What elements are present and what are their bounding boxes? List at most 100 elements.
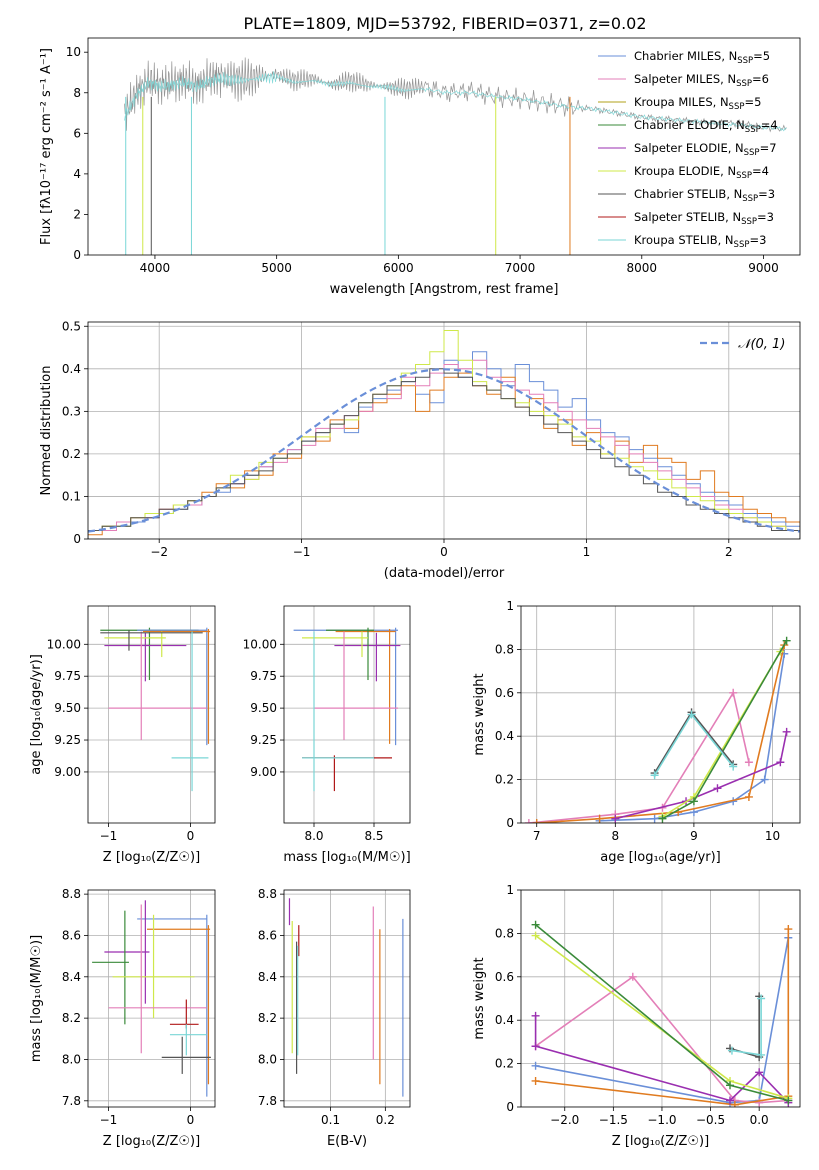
weight-marker	[531, 1011, 540, 1020]
weight-marker	[757, 994, 766, 1003]
error-bar-point	[142, 628, 211, 744]
y-tick-label: 4	[73, 167, 81, 181]
legend-label: 𝒩(0, 1)	[738, 337, 785, 352]
x-tick-label: 2	[725, 545, 733, 559]
legend-label-sub: SSP	[737, 56, 753, 66]
y-tick-label: 8.4	[62, 970, 81, 984]
y-tick-label: 0.4	[495, 1013, 514, 1027]
histogram-step	[88, 368, 800, 539]
y-tick-label: 8.0	[62, 1052, 81, 1066]
y-tick-label: 10.00	[243, 637, 277, 651]
error-bar-point	[161, 1036, 211, 1074]
x-tick-label: 4000	[140, 261, 171, 275]
x-tick-label: 8	[611, 829, 619, 843]
y-axis-label: mass weight	[472, 673, 487, 755]
x-tick-label: 8000	[627, 261, 658, 275]
weight-marker	[744, 792, 753, 801]
legend-label: Kroupa STELIB, NSSP=3	[634, 233, 766, 250]
weight-marker	[727, 1046, 736, 1055]
weight-marker	[531, 1076, 540, 1085]
x-tick-label: 0.1	[321, 1113, 340, 1127]
y-tick-label: 0	[506, 816, 514, 830]
y-tick-label: 9.00	[54, 765, 81, 779]
error-bar-point	[108, 631, 207, 741]
legend-label-sub: SSP	[742, 194, 758, 204]
legend-label-suffix: =6	[752, 72, 769, 86]
y-tick-label: 0.5	[62, 319, 81, 333]
plot-area	[284, 606, 410, 823]
y-tick-label: 0	[73, 248, 81, 262]
weight-marker	[757, 1050, 766, 1059]
spectrum-line	[124, 71, 787, 132]
chart-weight-vs-age: 7 8 9 10 0 0.2 0.4 0.6 0.8 1 age [log₁₀(age/yr)] ma…	[472, 599, 801, 865]
error-bar-point	[302, 631, 374, 792]
legend-label-text: Salpeter STELIB, N	[634, 210, 741, 224]
legend-label-sub: SSP	[736, 171, 752, 181]
x-tick-label: 1	[583, 545, 591, 559]
y-tick-label: 10.00	[47, 637, 81, 651]
y-tick-label: 0	[506, 1100, 514, 1114]
y-tick-label: 0.4	[495, 729, 514, 743]
x-tick-label: 5000	[261, 261, 292, 275]
x-tick-label: 6000	[383, 261, 414, 275]
x-tick-label: 0	[440, 545, 448, 559]
y-tick-label: 0	[73, 532, 81, 546]
error-bar-point	[171, 631, 209, 792]
y-tick-label: 0.2	[62, 447, 81, 461]
weight-marker	[531, 1042, 540, 1051]
error-bar-point	[326, 627, 374, 681]
spectrum-line	[124, 57, 787, 133]
error-bar-point	[137, 914, 208, 1097]
x-tick-label: −1	[293, 545, 311, 559]
y-tick-label: 9.50	[54, 701, 81, 715]
chart-age-vs-Z: −1 0 9.00 9.25 9.50 9.75 10.00 Z [log₁₀(Z/Z☉)] a…	[29, 605, 216, 865]
weight-marker	[713, 784, 722, 793]
legend-label-suffix: =5	[744, 95, 761, 109]
error-bar-point	[108, 904, 207, 1054]
y-tick-label: 0.2	[495, 773, 514, 787]
y-tick-label: 8.6	[62, 928, 81, 942]
x-axis-label: Z [log₁₀(Z/Z☉)]	[612, 1134, 709, 1149]
weight-marker	[650, 771, 659, 780]
legend-label-text: Chabrier MILES, N	[634, 49, 737, 63]
histogram-step	[88, 372, 800, 539]
y-tick-label: 9.00	[250, 765, 277, 779]
y-axis-label: Flux [fλ10⁻¹⁷ erg cm⁻² s⁻¹ A⁻¹]	[39, 48, 54, 245]
legend-label-text: Kroupa MILES, N	[634, 95, 729, 109]
error-bar-point	[92, 910, 129, 1025]
weight-marker	[628, 972, 637, 981]
y-tick-label: 9.25	[54, 733, 81, 747]
legend-label-text: Kroupa STELIB, N	[634, 233, 734, 247]
legend-label: Kroupa MILES, NSSP=5	[634, 95, 761, 112]
error-bar-point	[169, 1024, 207, 1056]
y-axis-label: age [log₁₀(age/yr)]	[29, 654, 44, 775]
axes-frame	[520, 889, 801, 1108]
y-tick-label: 8	[73, 86, 81, 100]
y-tick-label: 9.75	[250, 669, 277, 683]
x-tick-label: −1	[100, 829, 118, 843]
y-tick-label: 2	[73, 207, 81, 221]
y-tick-label: 1	[506, 883, 514, 897]
y-tick-label: 0.6	[495, 970, 514, 984]
plot-area	[124, 57, 787, 255]
weight-marker	[729, 762, 738, 771]
y-tick-label: 0.4	[62, 362, 81, 376]
x-tick-label: 0.2	[376, 1113, 395, 1127]
x-tick-label: 0.0	[750, 1113, 769, 1127]
legend-label-sub: SSP	[741, 217, 757, 227]
x-axis-label: E(B-V)	[327, 1134, 367, 1149]
x-axis-label: age [log₁₀(age/yr)]	[600, 850, 721, 865]
axes-frame	[283, 605, 411, 824]
legend-label: Kroupa ELODIE, NSSP=4	[634, 164, 769, 181]
y-tick-label: 9.75	[54, 669, 81, 683]
weight-marker	[782, 727, 791, 736]
y-tick-label: 10	[66, 45, 81, 59]
axes-frame	[87, 605, 216, 824]
x-tick-label: 9000	[748, 261, 779, 275]
x-tick-label: −1.0	[647, 1113, 676, 1127]
weight-marker	[744, 758, 753, 767]
weight-marker	[531, 920, 540, 929]
axes-frame	[87, 889, 216, 1108]
plot-area	[284, 890, 410, 1107]
weight-line	[729, 996, 760, 1059]
